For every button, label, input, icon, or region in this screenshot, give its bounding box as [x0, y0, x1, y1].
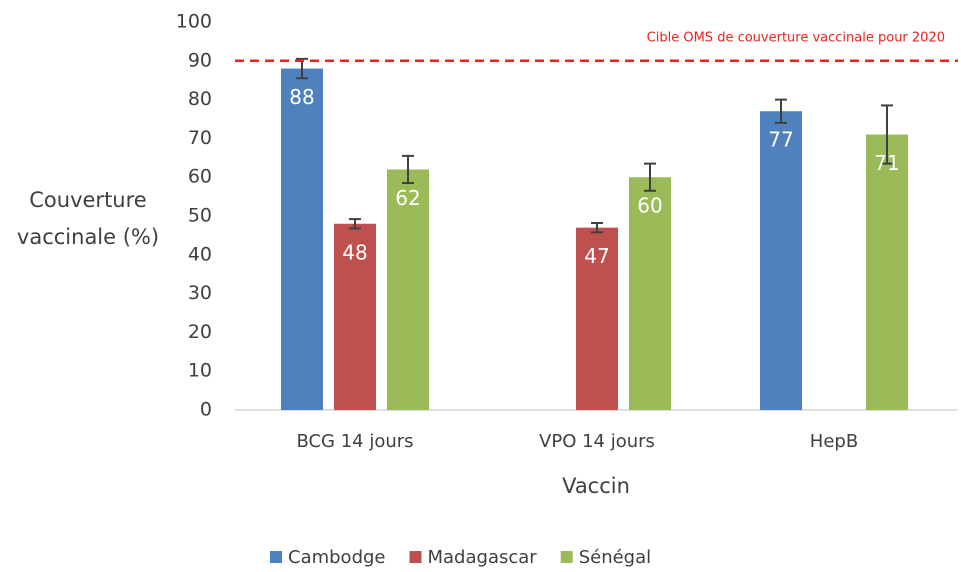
y-tick-label: 50: [188, 205, 212, 227]
legend-label: Madagascar: [428, 547, 538, 568]
data-label: 62: [395, 186, 420, 210]
legend-label: Sénégal: [579, 547, 651, 568]
x-tick-label: BCG 14 jours: [296, 431, 413, 452]
legend-swatch: [560, 551, 573, 563]
y-axis-label: vaccinale (%): [17, 225, 159, 249]
legend-label: Cambodge: [288, 547, 386, 568]
data-label: 88: [289, 85, 314, 109]
y-tick-label: 30: [188, 282, 212, 304]
y-tick-label: 60: [188, 166, 212, 188]
y-tick-label: 10: [188, 360, 212, 382]
y-tick-label: 40: [188, 243, 212, 265]
legend-swatch: [270, 551, 282, 563]
y-tick-label: 20: [188, 321, 212, 343]
data-label: 71: [874, 151, 899, 175]
bar: [629, 177, 671, 410]
data-label: 77: [768, 128, 793, 152]
y-tick-label: 70: [188, 127, 212, 149]
x-axis-label: Vaccin: [562, 474, 630, 498]
bar: [760, 111, 802, 411]
y-tick-label: 90: [188, 49, 212, 71]
bar: [866, 134, 908, 410]
data-label: 48: [342, 240, 367, 264]
bar: [576, 227, 618, 410]
y-tick-label: 80: [188, 88, 212, 110]
bar: [281, 68, 323, 410]
legend-swatch: [409, 551, 422, 563]
y-tick-label: 0: [200, 399, 212, 421]
data-label: 60: [637, 194, 662, 218]
reference-label: Cible OMS de couverture vaccinale pour 2…: [647, 31, 945, 46]
bar: [334, 223, 376, 410]
bar: [387, 169, 429, 410]
y-tick-label: 100: [176, 11, 212, 33]
x-tick-label: HepB: [810, 431, 858, 452]
y-axis-label: Couverture: [29, 188, 146, 212]
data-label: 47: [584, 244, 609, 268]
x-tick-label: VPO 14 jours: [539, 431, 655, 452]
